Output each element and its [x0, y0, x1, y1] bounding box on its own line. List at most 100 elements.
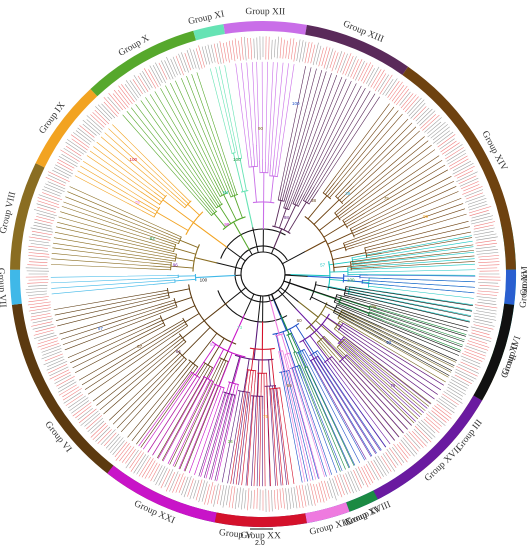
leaf-label	[382, 453, 396, 472]
branch	[158, 294, 170, 298]
branch	[288, 352, 294, 367]
terminal-branch	[346, 349, 421, 417]
leaf-label	[396, 444, 409, 459]
leaf-label	[250, 490, 252, 509]
leaf-label	[366, 68, 375, 84]
terminal-branch	[157, 387, 199, 459]
leaf-label	[133, 454, 147, 474]
branch	[309, 335, 329, 361]
clade-stem-group-vi	[203, 301, 229, 322]
terminal-branch	[356, 319, 454, 368]
branch	[346, 354, 363, 370]
branch	[191, 377, 201, 392]
leaf-label	[86, 415, 103, 430]
trunk-branch	[283, 280, 291, 284]
trunk-branch	[243, 293, 255, 316]
terminal-branch	[112, 361, 176, 425]
branch	[161, 299, 175, 305]
clade-arc-group-iii	[305, 302, 328, 330]
branch-arc	[269, 175, 278, 178]
leaf-label	[253, 489, 255, 509]
bootstrap-value: 34	[228, 439, 234, 444]
branch	[199, 198, 214, 215]
terminal-branch	[303, 365, 351, 468]
terminal-branch	[84, 329, 178, 390]
branch	[279, 191, 283, 201]
terminal-branch	[55, 297, 159, 321]
leaf-label	[42, 348, 62, 356]
branch	[307, 195, 328, 220]
leaf-label	[60, 149, 80, 162]
terminal-branch	[57, 222, 156, 248]
leaf-label	[82, 123, 97, 136]
leaf-label	[473, 227, 495, 233]
branch-arc	[170, 262, 172, 271]
terminal-branch	[356, 295, 470, 323]
branch	[277, 166, 280, 177]
terminal-branch	[112, 124, 182, 194]
leaf-label	[345, 473, 354, 494]
leaf-label	[223, 42, 227, 62]
leaf-label	[78, 408, 97, 424]
branch	[166, 230, 182, 238]
branch	[221, 360, 227, 372]
leaf-label	[288, 38, 292, 60]
terminal-branch	[131, 376, 183, 442]
leaf-label	[30, 227, 54, 233]
terminal-branch	[363, 263, 476, 270]
leaf-label	[290, 38, 295, 60]
terminal-branch	[333, 106, 395, 184]
terminal-branch	[51, 258, 154, 267]
terminal-branch	[383, 313, 465, 341]
terminal-branch	[365, 240, 473, 259]
leaf-label	[47, 181, 66, 190]
group-label-group-xii: Group XII	[245, 7, 285, 17]
terminal-branch	[361, 368, 416, 422]
terminal-branch	[278, 63, 295, 167]
branch	[181, 373, 195, 394]
leaf-label	[193, 49, 200, 70]
group-label-group-xv: Group XV	[519, 267, 527, 308]
terminal-branch	[209, 413, 227, 480]
branch	[168, 236, 180, 242]
leaf-label	[418, 421, 436, 438]
terminal-branch	[50, 264, 152, 270]
trunk-branch	[248, 249, 253, 256]
leaf-label	[57, 158, 75, 169]
leaf-label	[474, 315, 497, 321]
terminal-branch	[351, 346, 428, 409]
branch	[343, 279, 363, 283]
terminal-branch	[353, 320, 453, 371]
branch	[277, 185, 282, 201]
terminal-branch	[349, 118, 409, 182]
branch	[175, 257, 195, 262]
terminal-branch	[245, 409, 253, 486]
leaf-label	[193, 479, 200, 499]
branch	[368, 285, 391, 290]
terminal-branch	[67, 325, 143, 358]
leaf-label	[475, 246, 496, 250]
branch-arc	[248, 165, 258, 168]
terminal-branch	[359, 324, 452, 373]
branch	[295, 351, 300, 360]
branch-arc	[159, 194, 167, 206]
terminal-branch	[292, 382, 319, 479]
leaf-label	[30, 313, 51, 318]
leaf-label	[467, 201, 487, 208]
leaf-label	[400, 93, 414, 109]
leaf-label	[296, 485, 301, 508]
branch	[341, 188, 357, 203]
branch	[198, 376, 205, 388]
terminal-branch	[292, 370, 325, 478]
terminal-branch	[356, 334, 441, 391]
branch	[313, 290, 337, 299]
terminal-branch	[346, 308, 460, 356]
leaf-label	[466, 343, 489, 351]
leaf-label	[471, 329, 490, 335]
leaf-label	[345, 55, 354, 76]
branch	[235, 144, 240, 160]
leaf-label	[26, 290, 47, 293]
leaf-label	[65, 145, 82, 157]
group-label-group-v: Group V	[218, 528, 252, 541]
branch	[213, 195, 221, 206]
